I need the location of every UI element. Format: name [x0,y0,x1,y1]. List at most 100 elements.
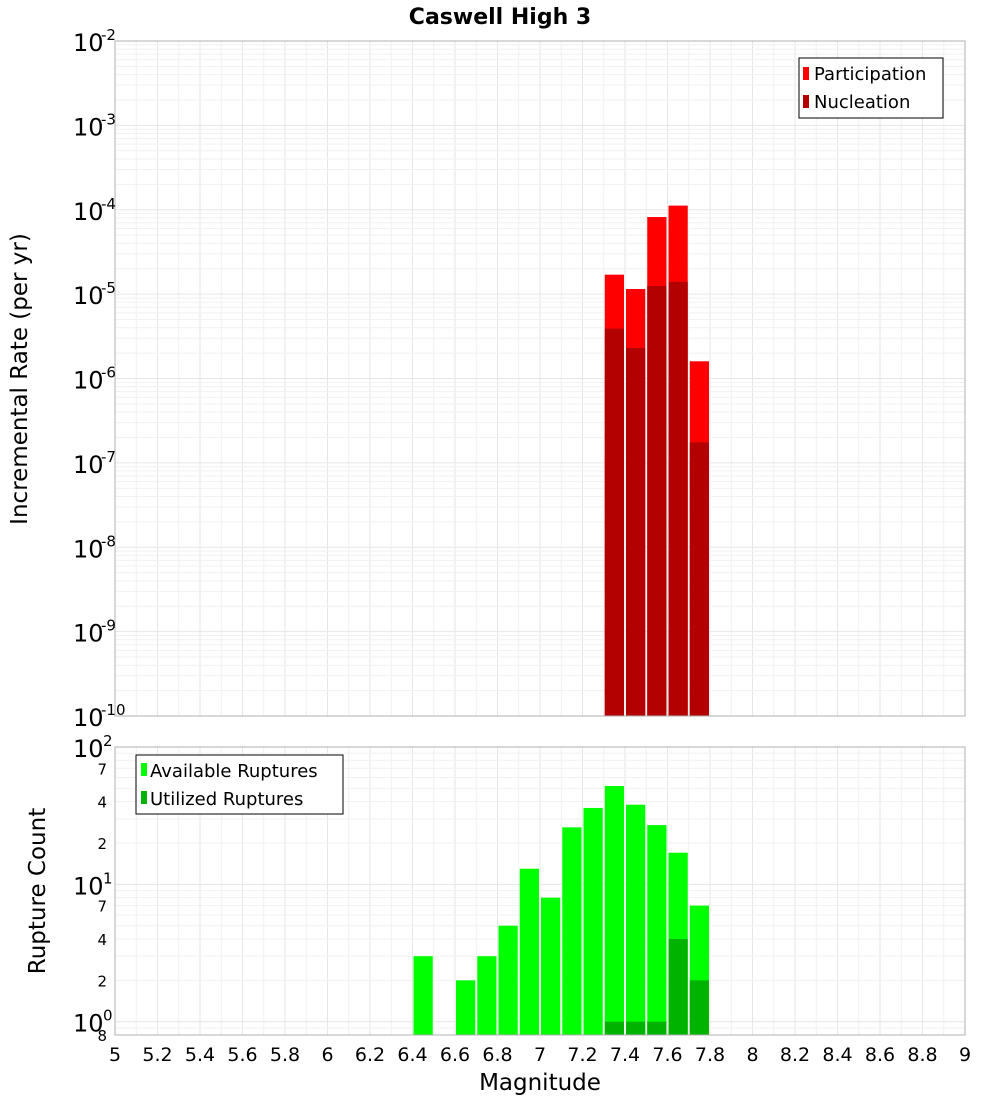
legend-label-participation: Participation [814,64,926,85]
x-tick-label: 6.6 [440,1044,470,1066]
legend-swatch-participation [803,67,809,80]
count-legend: Available Ruptures Utilized Ruptures [135,754,344,815]
rate-y-tick-label: 10 [73,535,104,563]
available-ruptures-bar [626,804,646,1035]
rate-y-tick-exponent: -3 [101,110,116,128]
rate-legend-box [798,57,944,119]
rate-y-axis-label: Incremental Rate (per yr) [7,233,33,525]
rate-y-ticks: 10-210-310-410-510-610-710-810-910-10 [73,26,126,732]
legend-label-nucleation: Nucleation [814,92,910,113]
rate-y-tick-exponent: -7 [101,448,116,466]
count-plot-frame [114,746,966,1036]
x-tick-label: 6.4 [397,1044,427,1066]
count-y-tick-exponent: 2 [103,732,113,750]
rate-y-tick-label: 10 [73,620,104,648]
count-legend-box [135,754,344,815]
rate-y-tick-exponent: -4 [101,195,116,213]
count-y-tick-minor-label: 2 [97,972,107,990]
utilized-ruptures-bar [689,980,709,1035]
x-tick-label: 5.6 [227,1044,257,1066]
rate-y-tick-exponent: -5 [101,279,116,297]
x-tick-label: 9 [959,1044,971,1066]
count-y-tick-minor-label: 4 [97,794,107,812]
count-y-tick-label: 10 [73,872,104,900]
rate-legend: Participation Nucleation [798,57,944,119]
rate-y-tick-exponent: -9 [101,617,116,635]
available-ruptures-bar [498,925,518,1035]
x-tick-label: 8.6 [865,1044,895,1066]
available-ruptures-bar [477,956,497,1035]
x-axis-ticks: 5 5.2 5.4 5.6 5.8 6 6.2 6.4 6.6 6.8 7 7.2 7.4 7.6 7.8 8… [109,1044,971,1066]
x-tick-label: 7.8 [695,1044,725,1066]
rate-y-tick-label: 10 [73,704,104,732]
count-y-tick-exponent: 0 [103,1007,113,1025]
rate-y-tick-label: 10 [73,451,104,479]
available-ruptures-bar [541,897,561,1035]
x-tick-label: 5.8 [270,1044,300,1066]
rate-y-tick-exponent: -6 [101,364,116,382]
nucleation-bar [647,285,667,716]
rate-bars [604,205,709,716]
count-bars [413,786,709,1035]
x-tick-label: 7.6 [652,1044,682,1066]
rate-panel: 10-210-310-410-510-610-710-810-910-10 In… [7,26,966,732]
x-tick-label: 8.4 [822,1044,852,1066]
utilized-ruptures-bar [668,939,688,1035]
rate-grid [114,41,966,717]
chart-title: Caswell High 3 [409,5,591,30]
available-ruptures-bar [413,956,433,1035]
count-y-axis-label: Rupture Count [25,808,51,974]
available-ruptures-bar [519,868,539,1035]
nucleation-bar [604,328,624,716]
nucleation-bar [689,442,709,716]
legend-swatch-available [141,763,147,776]
rate-y-tick-exponent: -8 [101,532,116,550]
nucleation-bar [626,347,646,716]
rate-y-tick-exponent: -10 [101,701,126,719]
rate-y-tick-label: 10 [73,113,104,141]
count-y-tick-exponent: 1 [103,869,113,887]
legend-label-available: Available Ruptures [150,761,318,782]
x-tick-label: 5.2 [142,1044,172,1066]
x-tick-label: 6.2 [355,1044,385,1066]
x-tick-label: 7.2 [567,1044,597,1066]
utilized-ruptures-bar [647,1021,667,1035]
count-y-tick-minor-label: 7 [97,898,107,916]
rate-y-tick-label: 10 [73,29,104,57]
count-y-tick-label: 10 [73,735,104,763]
count-y-tick-label: 10 [73,1010,104,1038]
available-ruptures-bar [604,786,624,1035]
rate-y-tick-label: 10 [73,282,104,310]
x-tick-label: 6.8 [482,1044,512,1066]
rate-plot-frame [114,40,966,717]
count-y-tick-minor-label: 7 [97,760,107,778]
available-ruptures-bar [583,807,603,1035]
available-ruptures-bar [647,825,667,1035]
count-y-tick-minor-label: 2 [97,835,107,853]
legend-swatch-utilized [141,791,147,804]
available-ruptures-bar [456,980,476,1035]
rate-y-tick-label: 10 [73,198,104,226]
nucleation-bar [668,281,688,716]
x-tick-label: 5.4 [185,1044,215,1066]
utilized-ruptures-bar [604,1021,624,1035]
x-tick-label: 8.8 [907,1044,937,1066]
count-y-tick-minor-label: 4 [97,931,107,949]
rate-y-tick-label: 10 [73,367,104,395]
available-ruptures-bar [562,827,582,1035]
x-tick-label: 8.2 [780,1044,810,1066]
legend-swatch-nucleation [803,95,809,108]
x-tick-label: 7.4 [610,1044,640,1066]
x-tick-label: 5 [109,1044,121,1066]
legend-label-utilized: Utilized Ruptures [150,789,303,810]
x-tick-label: 6 [321,1044,333,1066]
x-axis-label: Magnitude [479,1070,601,1096]
count-grid [114,747,966,1036]
x-tick-label: 8 [746,1044,758,1066]
utilized-ruptures-bar [626,1021,646,1035]
rate-y-tick-exponent: -2 [101,26,116,44]
count-y-tick-minor-label: 8 [97,1027,107,1045]
